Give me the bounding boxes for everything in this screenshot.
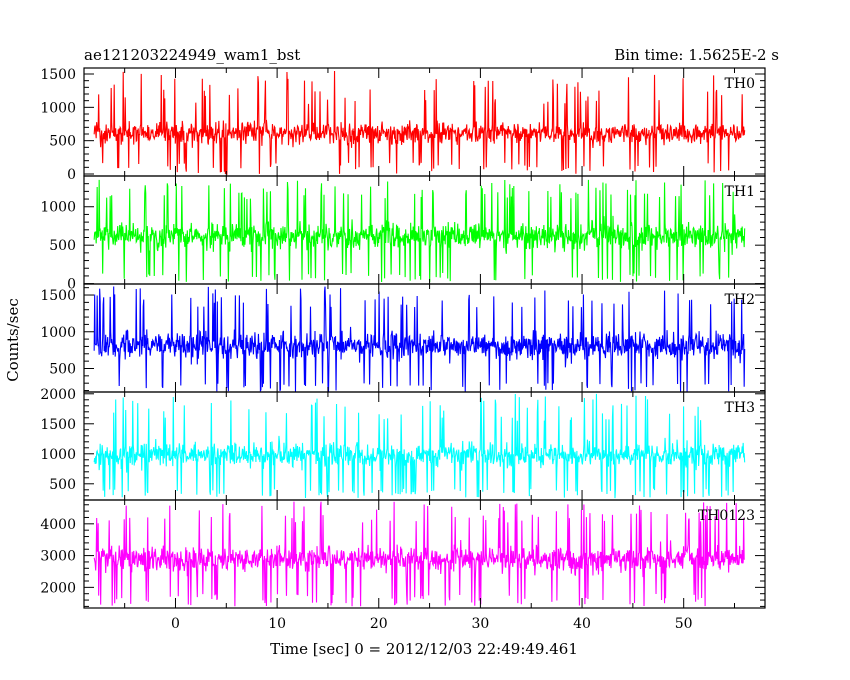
- x-tick-label: 50: [675, 616, 693, 632]
- series-th0: [93, 70, 746, 176]
- panel-label: TH0: [725, 76, 755, 92]
- panel-th3: 500 1000 1500 2000 TH3: [40, 387, 766, 501]
- panel-label: TH3: [725, 400, 755, 416]
- y-tick-label: 1000: [40, 200, 76, 216]
- panel-frame: [83, 391, 766, 501]
- y-tick-label: 4000: [40, 517, 76, 533]
- y-tick-label: 500: [49, 238, 76, 254]
- y-tick-label: 0: [67, 277, 76, 293]
- panel-label: TH1: [725, 184, 755, 200]
- chart-title-left: ae121203224949_wam1_bst: [84, 46, 300, 64]
- series-th2: [93, 286, 746, 392]
- panel-th2: 500 1000 1500 TH2: [40, 283, 766, 393]
- y-axis-label: Counts/sec: [4, 298, 22, 382]
- series-th1: [93, 179, 746, 282]
- x-tick-label: 30: [471, 616, 489, 632]
- y-tick-label: 500: [49, 361, 76, 377]
- x-axis-label: Time [sec] 0 = 2012/12/03 22:49:49.461: [270, 640, 578, 658]
- y-tick-label: 1000: [40, 325, 76, 341]
- y-tick-label: 1000: [40, 100, 76, 116]
- y-tick-label: 1000: [40, 447, 76, 463]
- y-tick-label: 500: [49, 477, 76, 493]
- x-tick-label: 0: [171, 616, 180, 632]
- y-tick-label: 1500: [40, 417, 76, 433]
- y-tick-label: 1500: [40, 67, 76, 83]
- x-tick-label: 40: [573, 616, 591, 632]
- y-tick-label: 2000: [40, 387, 76, 403]
- chart-title-right: Bin time: 1.5625E-2 s: [614, 46, 779, 64]
- x-tick-label: 20: [370, 616, 388, 632]
- y-tick-label: 1500: [40, 288, 76, 304]
- y-tick-label: 3000: [40, 549, 76, 565]
- x-tick-label: 10: [268, 616, 286, 632]
- y-tick-label: 500: [49, 134, 76, 150]
- panel-th0123: 2000 3000 4000 TH0123: [40, 499, 766, 609]
- panel-label: TH2: [725, 292, 755, 308]
- panel-th0: 0 500 1000 1500 TH0: [40, 67, 766, 183]
- panel-th1: 0 500 1000 TH1: [40, 175, 766, 293]
- y-tick-label: 2000: [40, 580, 76, 596]
- panel-label: TH0123: [698, 508, 755, 524]
- y-tick-label: 0: [67, 167, 76, 183]
- panel-frame: [83, 499, 766, 609]
- series-th3: [93, 393, 746, 499]
- series-th0123: [93, 501, 746, 607]
